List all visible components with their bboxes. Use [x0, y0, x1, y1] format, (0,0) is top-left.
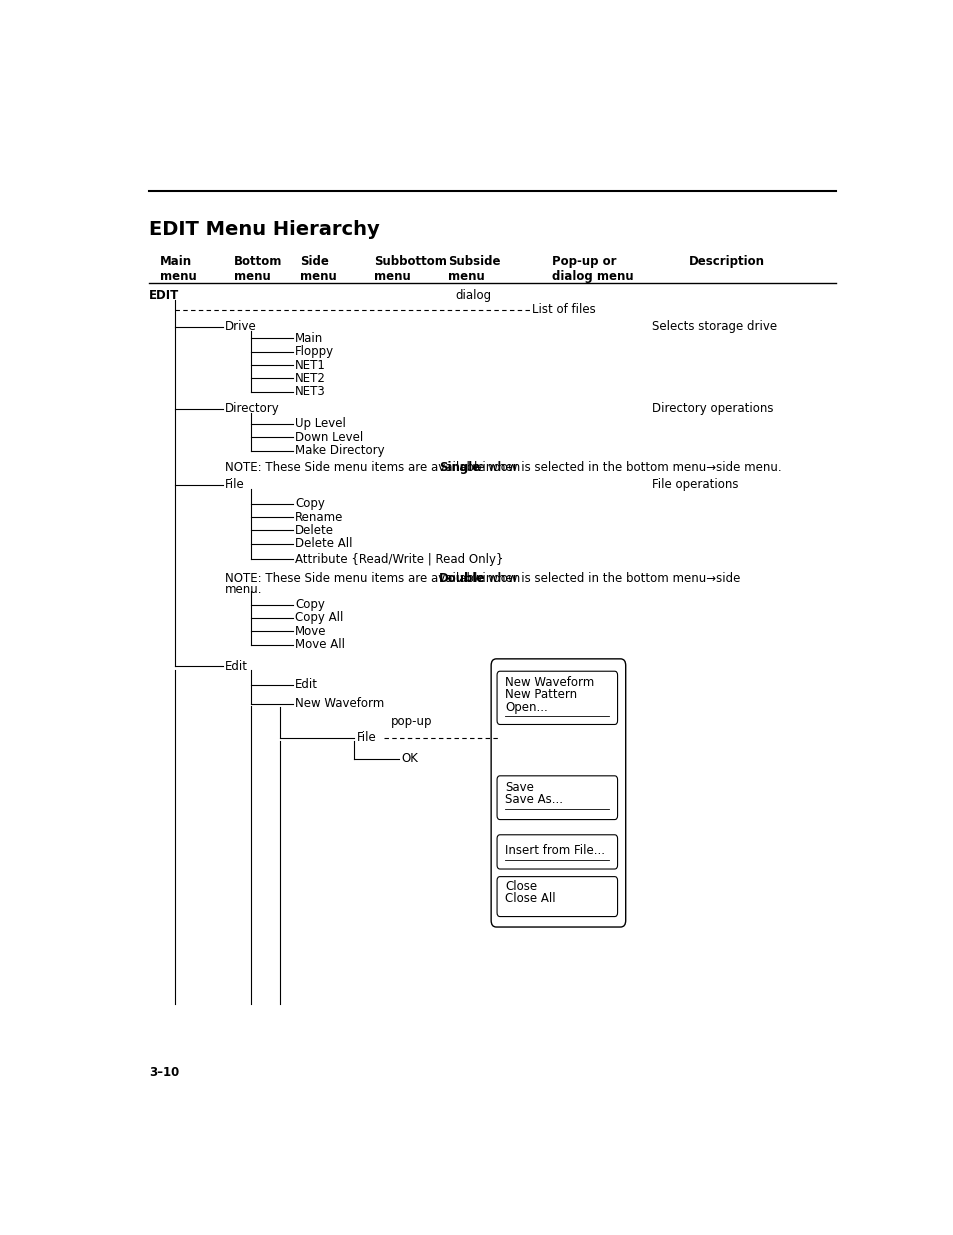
Text: menu.: menu. [225, 583, 262, 597]
FancyBboxPatch shape [497, 877, 617, 916]
Text: Drive: Drive [225, 320, 256, 333]
Text: New Waveform: New Waveform [294, 697, 384, 710]
Text: Make Directory: Make Directory [294, 445, 384, 457]
Text: Copy: Copy [294, 498, 325, 510]
Text: Single: Single [438, 461, 479, 474]
Text: Insert from File...: Insert from File... [505, 844, 604, 857]
FancyBboxPatch shape [497, 835, 617, 869]
Text: Selects storage drive: Selects storage drive [651, 320, 776, 333]
Text: Directory: Directory [225, 403, 279, 415]
Text: Edit: Edit [225, 659, 248, 673]
Text: pop-up: pop-up [391, 715, 433, 729]
Text: Delete: Delete [294, 524, 334, 537]
Text: Rename: Rename [294, 510, 343, 524]
Text: Subside
menu: Subside menu [448, 254, 500, 283]
Text: Close All: Close All [505, 892, 556, 905]
Text: Directory operations: Directory operations [651, 403, 772, 415]
Text: Description: Description [688, 254, 763, 268]
Text: Save: Save [505, 781, 534, 794]
Text: NET2: NET2 [294, 372, 326, 385]
Text: NOTE: These Side menu items are available when: NOTE: These Side menu items are availabl… [225, 461, 523, 474]
Text: File: File [356, 731, 375, 745]
Text: Main: Main [294, 332, 323, 345]
Text: Bottom
menu: Bottom menu [233, 254, 282, 283]
Text: Move: Move [294, 625, 326, 637]
Text: Move All: Move All [294, 638, 345, 651]
Text: List of files: List of files [531, 304, 595, 316]
Text: Up Level: Up Level [294, 417, 346, 431]
Text: Subbottom
menu: Subbottom menu [374, 254, 447, 283]
Text: window is selected in the bottom menu→side menu.: window is selected in the bottom menu→si… [469, 461, 781, 474]
Text: NET3: NET3 [294, 385, 326, 398]
Text: Copy All: Copy All [294, 611, 343, 625]
Text: File: File [225, 478, 245, 492]
Text: New Pattern: New Pattern [505, 688, 577, 701]
FancyBboxPatch shape [497, 776, 617, 820]
Text: Edit: Edit [294, 678, 318, 692]
Text: Save As...: Save As... [505, 793, 562, 806]
Text: NET1: NET1 [294, 358, 326, 372]
Text: OK: OK [400, 752, 417, 766]
Text: Down Level: Down Level [294, 431, 363, 443]
Text: EDIT: EDIT [149, 289, 179, 303]
FancyBboxPatch shape [497, 672, 617, 725]
Text: dialog: dialog [456, 289, 491, 303]
Text: Main
menu: Main menu [160, 254, 196, 283]
Text: EDIT Menu Hierarchy: EDIT Menu Hierarchy [149, 220, 379, 238]
Text: Attribute {Read/Write | Read Only}: Attribute {Read/Write | Read Only} [294, 552, 503, 566]
Text: Side
menu: Side menu [300, 254, 336, 283]
Text: Double: Double [438, 572, 484, 584]
Text: window is selected in the bottom menu→side: window is selected in the bottom menu→si… [469, 572, 740, 584]
Text: Open...: Open... [505, 700, 547, 714]
Text: Delete All: Delete All [294, 537, 353, 551]
Text: Floppy: Floppy [294, 346, 334, 358]
Text: Pop-up or
dialog menu: Pop-up or dialog menu [551, 254, 633, 283]
Text: Copy: Copy [294, 598, 325, 611]
Text: 3–10: 3–10 [149, 1066, 179, 1079]
Text: File operations: File operations [651, 478, 738, 492]
Text: New Waveform: New Waveform [505, 676, 594, 689]
Text: NOTE: These Side menu items are available when: NOTE: These Side menu items are availabl… [225, 572, 523, 584]
Text: Close: Close [505, 879, 537, 893]
